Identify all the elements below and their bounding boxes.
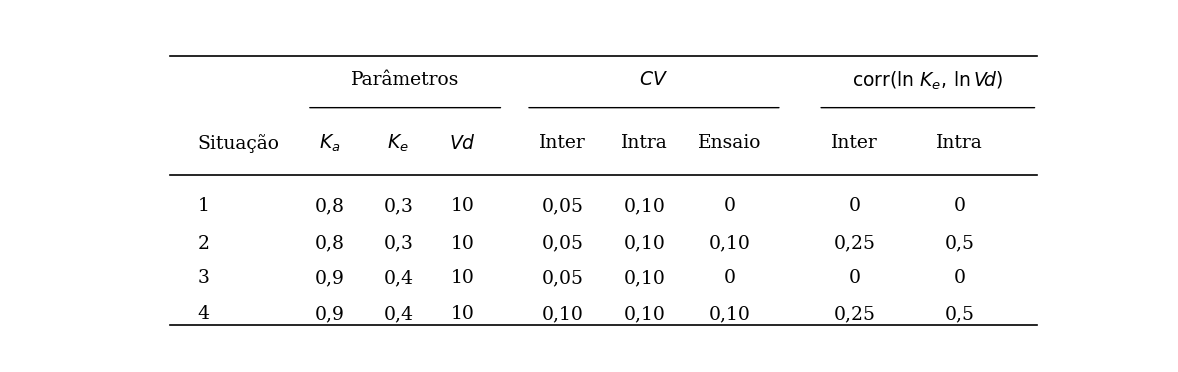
Text: 10: 10 xyxy=(450,269,475,287)
Text: 0: 0 xyxy=(723,198,736,215)
Text: Inter: Inter xyxy=(540,134,585,153)
Text: 0: 0 xyxy=(954,269,966,287)
Text: Inter: Inter xyxy=(832,134,878,153)
Text: 1: 1 xyxy=(198,198,210,215)
Text: 0: 0 xyxy=(954,198,966,215)
Text: Situação: Situação xyxy=(198,134,279,153)
Text: 0,25: 0,25 xyxy=(834,305,875,323)
Text: 0,05: 0,05 xyxy=(542,269,583,287)
Text: 10: 10 xyxy=(450,235,475,253)
Text: 0,3: 0,3 xyxy=(383,198,413,215)
Text: 0,10: 0,10 xyxy=(624,198,666,215)
Text: 0,5: 0,5 xyxy=(945,235,974,253)
Text: 0,4: 0,4 xyxy=(383,269,413,287)
Text: 0,10: 0,10 xyxy=(709,235,750,253)
Text: $Vd$: $Vd$ xyxy=(449,134,476,153)
Text: 0,4: 0,4 xyxy=(383,305,413,323)
Text: 0,10: 0,10 xyxy=(542,305,583,323)
Text: 0,3: 0,3 xyxy=(383,235,413,253)
Text: 10: 10 xyxy=(450,198,475,215)
Text: 0: 0 xyxy=(849,269,861,287)
Text: Ensaio: Ensaio xyxy=(697,134,761,153)
Text: 3: 3 xyxy=(198,269,210,287)
Text: $K_e$: $K_e$ xyxy=(388,133,409,154)
Text: 0,10: 0,10 xyxy=(624,235,666,253)
Text: 0,9: 0,9 xyxy=(315,305,345,323)
Text: 0,05: 0,05 xyxy=(542,235,583,253)
Text: Parâmetros: Parâmetros xyxy=(351,71,459,89)
Text: 10: 10 xyxy=(450,305,475,323)
Text: $\mathrm{corr}(\ln\,K_e,\,\ln V\!d)$: $\mathrm{corr}(\ln\,K_e,\,\ln V\!d)$ xyxy=(853,69,1004,92)
Text: 2: 2 xyxy=(198,235,210,253)
Text: $CV$: $CV$ xyxy=(640,71,668,89)
Text: Intra: Intra xyxy=(622,134,668,153)
Text: 0,5: 0,5 xyxy=(945,305,974,323)
Text: 0: 0 xyxy=(849,198,861,215)
Text: 0,9: 0,9 xyxy=(315,269,345,287)
Text: 0,25: 0,25 xyxy=(834,235,875,253)
Text: 0,8: 0,8 xyxy=(315,235,345,253)
Text: 0,10: 0,10 xyxy=(709,305,750,323)
Text: 4: 4 xyxy=(198,305,210,323)
Text: 0,10: 0,10 xyxy=(624,269,666,287)
Text: 0: 0 xyxy=(723,269,736,287)
Text: Intra: Intra xyxy=(937,134,984,153)
Text: 0,10: 0,10 xyxy=(624,305,666,323)
Text: 0,8: 0,8 xyxy=(315,198,345,215)
Text: $K_a$: $K_a$ xyxy=(319,133,340,154)
Text: 0,05: 0,05 xyxy=(542,198,583,215)
